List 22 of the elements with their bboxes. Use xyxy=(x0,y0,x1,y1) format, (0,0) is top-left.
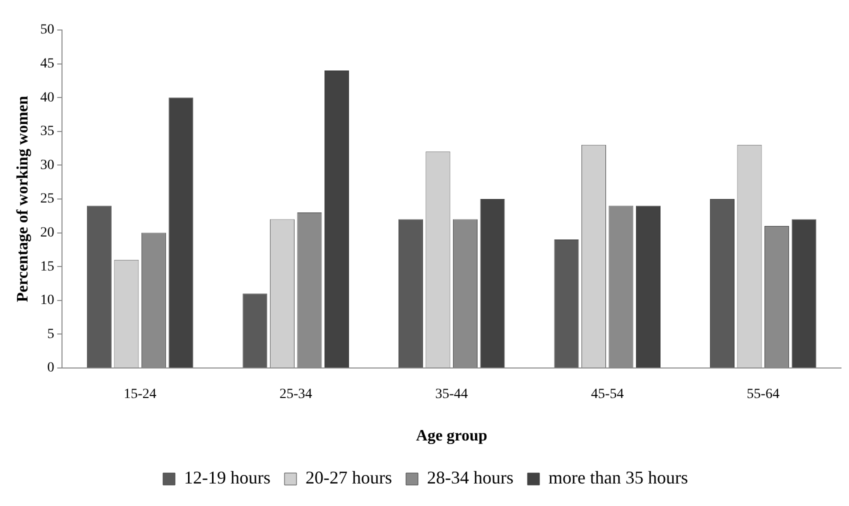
x-tick-label: 45-54 xyxy=(591,387,624,402)
y-tick-label: 0 xyxy=(47,360,54,376)
legend-label: 28-34 hours xyxy=(427,468,514,488)
y-tick-label: 40 xyxy=(40,90,54,106)
legend-label: 20-27 hours xyxy=(306,468,392,488)
x-axis-title: Age group xyxy=(416,428,488,445)
y-tick-label: 35 xyxy=(40,124,54,140)
legend-label: 12-19 hours xyxy=(184,468,271,488)
y-tick-label: 25 xyxy=(40,192,54,207)
y-tick-label: 15 xyxy=(40,259,54,274)
x-tick-label: 35-44 xyxy=(435,387,468,402)
y-tick-label: 30 xyxy=(40,158,54,173)
y-tick-label: 5 xyxy=(47,326,54,342)
y-tick-label: 50 xyxy=(40,22,54,38)
x-tick-label: 15-24 xyxy=(124,387,156,402)
y-tick-label: 45 xyxy=(40,56,54,72)
x-tick-label: 25-34 xyxy=(280,387,312,402)
y-tick-label: 20 xyxy=(40,225,54,240)
y-tick-label: 10 xyxy=(40,293,54,308)
y-axis-title: Percentage of working women xyxy=(14,96,32,302)
x-tick-label: 55-64 xyxy=(746,387,780,402)
legend-label: more than 35 hours xyxy=(548,468,688,488)
